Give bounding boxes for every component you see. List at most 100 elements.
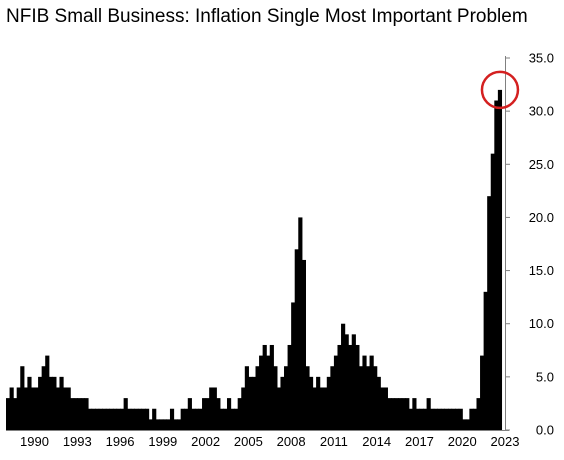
bar — [269, 344, 274, 430]
bar — [444, 408, 449, 430]
bar — [155, 419, 160, 430]
bar — [305, 366, 310, 430]
bar — [291, 302, 296, 430]
bar — [351, 334, 356, 430]
bar — [198, 408, 203, 430]
bar — [294, 249, 299, 430]
bar — [187, 398, 192, 430]
bar — [34, 387, 39, 430]
bar — [487, 196, 492, 430]
bar — [91, 408, 96, 430]
bar — [141, 408, 146, 430]
bar — [312, 387, 317, 430]
x-tick-label: 1990 — [20, 434, 49, 449]
bar — [134, 408, 139, 430]
bar — [259, 355, 264, 430]
bar — [234, 408, 239, 430]
bar — [177, 419, 182, 430]
bar — [330, 366, 335, 430]
bar — [95, 408, 100, 430]
bar — [116, 408, 121, 430]
y-ticks-group: 0.0 5.0 10.0 15.0 20.0 25.0 30.0 35.0 — [505, 51, 554, 438]
bar — [447, 408, 453, 430]
bar — [59, 376, 64, 430]
bar — [23, 387, 28, 430]
bar — [483, 291, 488, 430]
bar — [394, 398, 399, 430]
bar — [251, 376, 257, 430]
y-tick-label: 30.0 — [529, 104, 554, 119]
bar — [162, 419, 167, 430]
bar — [84, 398, 89, 430]
bar — [48, 376, 53, 430]
bar — [87, 408, 93, 430]
bar — [451, 408, 456, 430]
bar — [52, 376, 57, 430]
bar — [123, 398, 128, 430]
bar — [412, 398, 417, 430]
x-tick-label: 2002 — [191, 434, 220, 449]
bar — [358, 366, 364, 430]
x-tick-label: 2005 — [234, 434, 263, 449]
bar — [80, 398, 86, 430]
bar — [130, 408, 135, 430]
bar — [472, 408, 478, 430]
bar — [344, 334, 349, 430]
bar — [219, 408, 225, 430]
bar — [266, 355, 271, 430]
highlight-circle — [480, 70, 520, 110]
bar — [408, 408, 413, 430]
bar — [230, 408, 235, 430]
bar — [45, 355, 50, 430]
bar — [273, 366, 278, 430]
x-tick-label: 1996 — [106, 434, 135, 449]
bar — [237, 398, 242, 430]
bar — [433, 408, 438, 430]
bar — [9, 387, 14, 430]
bar — [6, 398, 11, 430]
bar — [298, 217, 303, 430]
bar — [120, 408, 125, 430]
bar — [380, 387, 385, 430]
bar — [419, 408, 424, 430]
y-tick-label: 20.0 — [529, 210, 554, 225]
y-tick-label: 35.0 — [529, 51, 554, 66]
x-tick-label: 1993 — [63, 434, 92, 449]
bar — [16, 387, 21, 430]
bar — [287, 344, 292, 430]
bar — [194, 408, 200, 430]
bar — [383, 387, 388, 430]
x-tick-label: 2020 — [448, 434, 477, 449]
bar — [362, 355, 367, 430]
bar — [152, 408, 157, 430]
bar — [169, 408, 175, 430]
bar — [401, 398, 406, 430]
bar — [30, 387, 36, 430]
bar — [319, 387, 324, 430]
bar — [398, 398, 403, 430]
bar — [145, 408, 150, 430]
y-tick-label: 25.0 — [529, 157, 554, 172]
chart-title: NFIB Small Business: Inflation Single Mo… — [6, 6, 528, 27]
x-tick-label: 2023 — [491, 434, 520, 449]
bar — [105, 408, 110, 430]
bar — [469, 408, 474, 430]
bar — [465, 419, 470, 430]
bar — [458, 408, 463, 430]
bar — [55, 387, 61, 430]
bar — [41, 366, 46, 430]
bar — [348, 344, 353, 430]
bar — [63, 387, 68, 430]
bar — [480, 355, 485, 430]
bar — [262, 344, 267, 430]
bar — [337, 344, 342, 430]
bar — [98, 408, 103, 430]
bar — [415, 408, 421, 430]
bar — [316, 376, 321, 430]
bar — [216, 398, 221, 430]
bar — [369, 355, 374, 430]
bar — [490, 153, 495, 430]
y-tick-label: 0.0 — [536, 423, 554, 438]
bar — [276, 387, 282, 430]
x-ticks-group: 1990 1993 1996 1999 2002 2005 2008 2011 2014 2017… — [20, 434, 519, 449]
